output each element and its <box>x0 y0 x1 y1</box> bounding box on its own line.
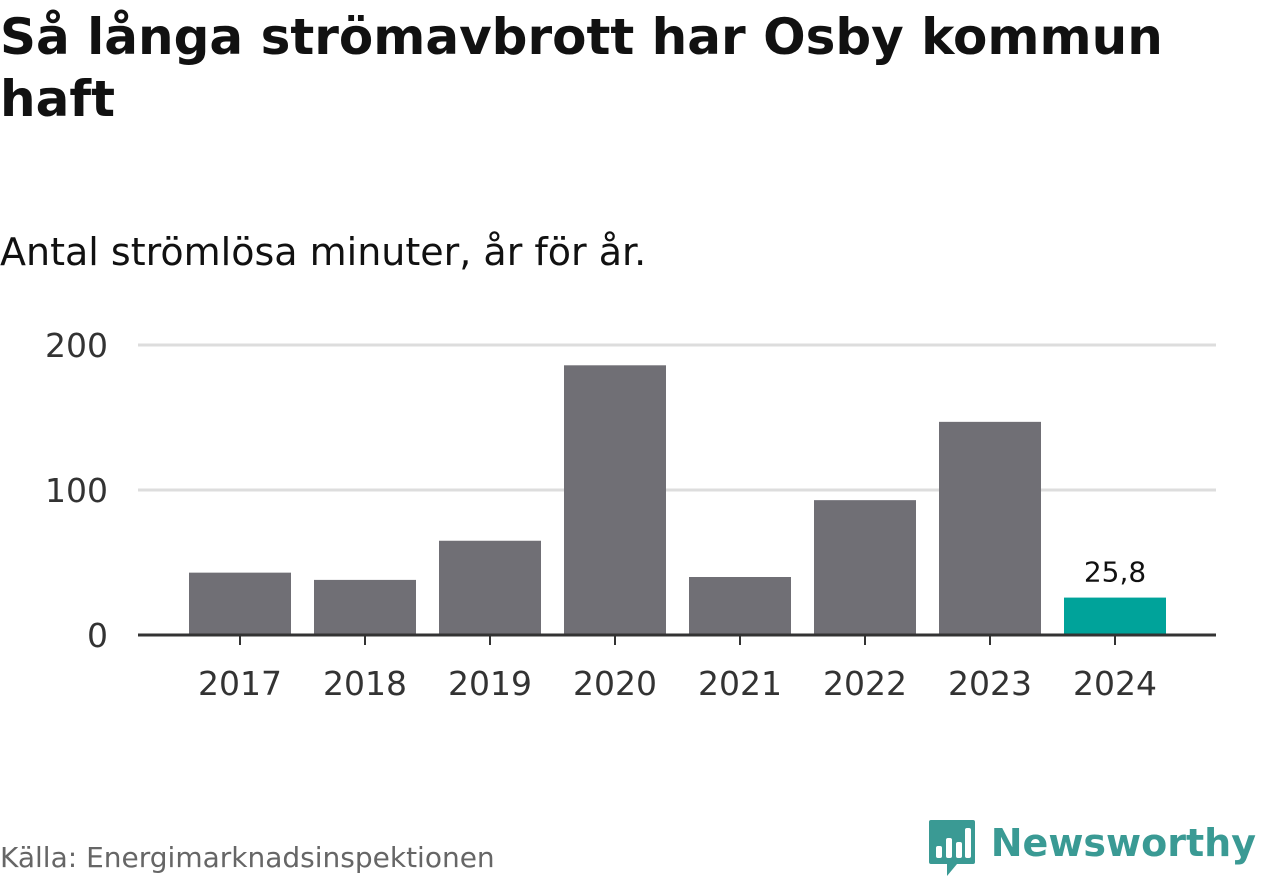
source-note: Källa: Energimarknadsinspektionen <box>0 841 495 874</box>
x-tick-label: 2023 <box>948 664 1032 703</box>
y-tick-label: 200 <box>45 326 108 365</box>
bar <box>189 572 291 635</box>
bar <box>689 577 791 635</box>
bar <box>564 365 666 635</box>
bar <box>939 421 1041 635</box>
x-tick-label: 2018 <box>323 664 407 703</box>
x-tick-label: 2017 <box>198 664 282 703</box>
brand-logo: Newsworthy <box>927 818 1256 878</box>
y-tick-label: 100 <box>45 471 108 510</box>
bar <box>314 579 416 635</box>
x-tick-label: 2022 <box>823 664 907 703</box>
x-tick-label: 2024 <box>1073 664 1157 703</box>
x-tick-label: 2021 <box>698 664 782 703</box>
data-label: 25,8 <box>1084 556 1146 589</box>
bar-chart: 0 100 200 2017 2018 2019 2020 2021 2022 2023 2024 2… <box>45 326 1216 703</box>
chart-subtitle: Antal strömlösa minuter, år för år. <box>0 230 647 274</box>
bar <box>439 540 541 635</box>
y-tick-label: 0 <box>87 616 108 655</box>
bar <box>1064 597 1166 635</box>
bar-chart-speech-bubble-icon <box>928 820 975 876</box>
bar <box>814 500 916 635</box>
brand-name: Newsworthy <box>990 821 1256 865</box>
x-tick-label: 2019 <box>448 664 532 703</box>
x-tick-label: 2020 <box>573 664 657 703</box>
chart-title: Så långa strömavbrott har Osby kommun ha… <box>0 8 1163 128</box>
